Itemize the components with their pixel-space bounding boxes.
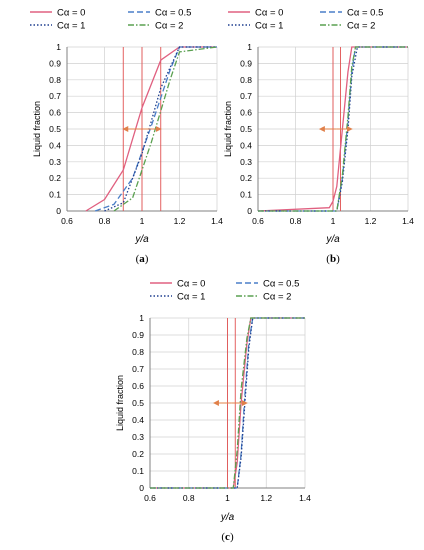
y-axis-label: Liquid fraction [32, 101, 42, 157]
y-axis-label: Liquid fraction [223, 101, 233, 157]
y-tick-label: 0.9 [240, 58, 252, 68]
legend-entry: Cα = 0 [255, 8, 283, 19]
x-tick-label: 0.8 [99, 216, 111, 226]
y-tick-label: 0.6 [240, 108, 252, 118]
y-tick-label: 0.3 [132, 432, 144, 442]
legend-entry: Cα = 0 [57, 8, 85, 19]
y-tick-label: 0.1 [132, 466, 144, 476]
y-tick-label: 0.9 [49, 58, 61, 68]
x-tick-label: 1.2 [174, 216, 186, 226]
x-axis-label: y/a [325, 234, 340, 245]
panel-label: (c) [221, 531, 234, 543]
y-tick-label: 0.2 [240, 173, 252, 183]
legend: Cα = 0 Cα = 0.5 Cα = 1 Cα = 2 [30, 8, 191, 32]
legend-entry: Cα = 2 [347, 21, 375, 32]
series-line-3 [104, 46, 217, 212]
chart-panel-a: 0.6 0.8 1 1.2 1.4 0 0.1 0.2 0.3 0.4 0.5 0.6 0.7 0.8 0.… [30, 8, 223, 265]
legend-entry: Cα = 0.5 [155, 8, 191, 19]
legend-entry: Cα = 1 [57, 21, 85, 32]
panel-label: (b) [326, 253, 340, 265]
x-tick-label: 1.2 [365, 216, 377, 226]
y-tick-label: 0.5 [240, 124, 252, 134]
y-tick-label: 0.6 [132, 381, 144, 391]
series-line-4 [258, 46, 408, 212]
y-tick-label: 0.4 [240, 140, 252, 150]
y-tick-label: 0.8 [132, 347, 144, 357]
y-tick-label: 0 [139, 483, 144, 493]
x-tick-label: 0.6 [61, 216, 73, 226]
legend-entry: Cα = 2 [263, 292, 291, 303]
legend-entry: Cα = 0 [177, 279, 205, 290]
y-tick-label: 0.7 [49, 91, 61, 101]
legend-entry: Cα = 2 [155, 21, 183, 32]
x-tick-label: 0.8 [290, 216, 302, 226]
y-tick-label: 0.2 [49, 173, 61, 183]
y-tick-label: 0.8 [49, 75, 61, 85]
y-tick-label: 0.1 [49, 190, 61, 200]
x-tick-label: 1.4 [402, 216, 414, 226]
x-axis-label: y/a [134, 234, 149, 245]
series-line-4 [150, 317, 305, 489]
legend: Cα = 0 Cα = 0.5 Cα = 1 Cα = 2 [150, 279, 299, 303]
x-tick-label: 0.6 [144, 493, 156, 503]
y-tick-label: 0.2 [132, 449, 144, 459]
y-tick-label: 0.3 [240, 157, 252, 167]
panel-label: (a) [136, 253, 149, 265]
y-tick-label: 0.3 [49, 157, 61, 167]
y-tick-label: 1 [139, 313, 144, 323]
y-tick-label: 0 [56, 206, 61, 216]
y-tick-label: 0.6 [49, 108, 61, 118]
x-tick-label: 1 [225, 493, 230, 503]
y-tick-label: 0.4 [49, 140, 61, 150]
chart-panel-b: 0.6 0.8 1 1.2 1.4 0 0.1 0.2 0.3 0.4 0.5 0.6 0.7 0.8 0.… [223, 8, 414, 266]
y-tick-label: 0.9 [132, 330, 144, 340]
y-tick-label: 0.5 [49, 124, 61, 134]
y-tick-label: 0.7 [132, 364, 144, 374]
legend-entry: Cα = 0.5 [263, 279, 299, 290]
legend-entry: Cα = 1 [177, 292, 205, 303]
legend-entry: Cα = 0.5 [347, 8, 383, 19]
y-axis-label: Liquid fraction [115, 375, 125, 431]
x-tick-label: 1.4 [211, 216, 223, 226]
y-tick-label: 0.7 [240, 91, 252, 101]
y-tick-label: 0.8 [240, 75, 252, 85]
series-line-1 [257, 46, 408, 212]
chart-panel-c: 0.6 0.8 1 1.2 1.4 0 0.1 0.2 0.3 0.4 0.5 0.6 0.7 0.8 0.… [115, 279, 311, 544]
legend: Cα = 0 Cα = 0.5 Cα = 1 Cα = 2 [228, 8, 383, 32]
x-tick-label: 0.8 [183, 493, 195, 503]
y-tick-label: 1 [56, 42, 61, 52]
x-tick-label: 0.6 [252, 216, 264, 226]
y-tick-label: 0 [247, 206, 252, 216]
x-tick-label: 1.4 [299, 493, 311, 503]
x-axis-label: y/a [220, 512, 235, 523]
y-tick-label: 1 [247, 42, 252, 52]
x-tick-label: 1.2 [260, 493, 272, 503]
y-tick-label: 0.5 [132, 398, 144, 408]
x-tick-label: 1 [331, 216, 336, 226]
legend-entry: Cα = 1 [255, 21, 283, 32]
y-tick-label: 0.4 [132, 415, 144, 425]
y-tick-label: 0.1 [240, 190, 252, 200]
x-tick-label: 1 [140, 216, 145, 226]
